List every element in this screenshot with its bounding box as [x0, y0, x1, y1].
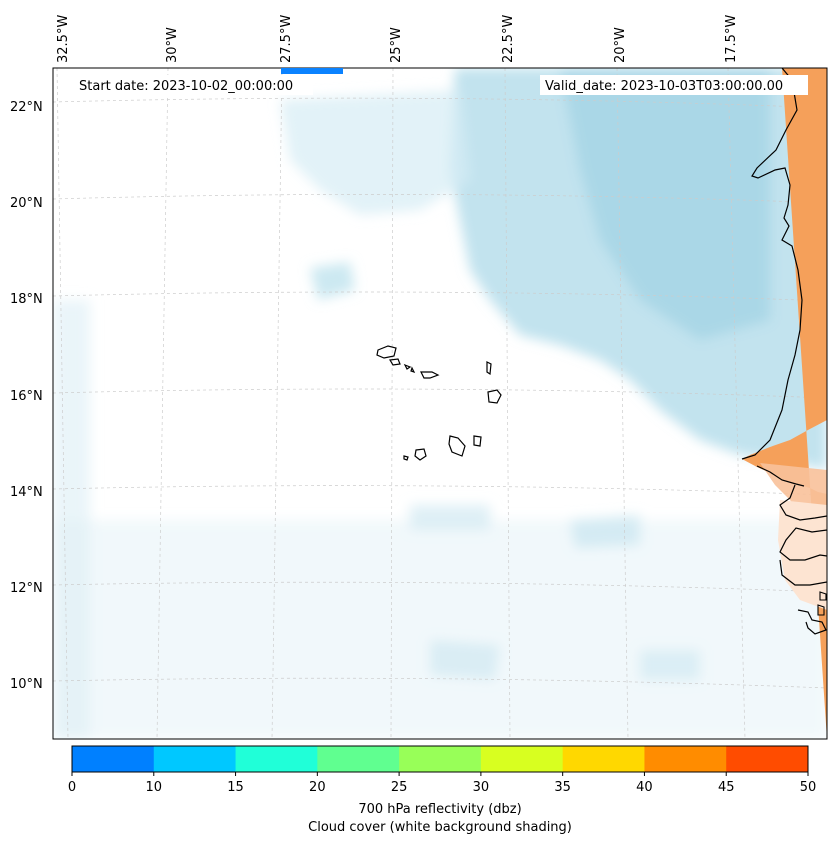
colorbar-swatch: [562, 746, 645, 772]
map-border: [52, 67, 828, 740]
colorbar-tick-label: 15: [227, 780, 244, 795]
colorbar-tick-label: 30: [473, 780, 490, 795]
colorbar-swatch: [317, 746, 400, 772]
colorbar-overflow-patch: [281, 68, 343, 74]
lat-label-22n: 22°N: [10, 100, 43, 115]
colorbar-tick-label: 25: [391, 780, 408, 795]
colorbar-swatch: [644, 746, 727, 772]
colorbar-swatch: [72, 746, 155, 772]
colorbar-swatch: [399, 746, 482, 772]
lon-label-27-5w: 27.5°W: [279, 15, 294, 63]
colorbar-swatch: [235, 746, 318, 772]
cape-verde-islands: [376, 345, 502, 461]
lat-label-10n: 10°N: [10, 677, 43, 692]
lat-label-12n: 12°N: [10, 581, 43, 596]
lon-label-22-5w: 22.5°W: [501, 15, 516, 63]
colorbar: 0 10 15 20 25 30 35 40 45 50 700 hPa reflectivity…: [68, 745, 817, 835]
lon-label-32-5w: 32.5°W: [56, 15, 71, 63]
lon-label-20w: 20°W: [613, 27, 628, 63]
start-date-box: [73, 75, 313, 95]
lat-label-16n: 16°N: [10, 389, 43, 404]
colorbar-label-reflectivity: 700 hPa reflectivity (dbz): [358, 802, 521, 817]
colorbar-tick-label: 45: [718, 780, 735, 795]
latitude-labels: 22°N 20°N 18°N 16°N 14°N 12°N 10°N: [10, 100, 43, 692]
cloud-cover-shading: [53, 68, 827, 739]
lon-label-17-5w: 17.5°W: [724, 15, 739, 63]
lon-label-30w: 30°W: [165, 27, 180, 63]
colorbar-tick-label: 0: [68, 780, 76, 795]
longitude-labels: 32.5°W 30°W 27.5°W 25°W 22.5°W 20°W 17.5…: [56, 15, 739, 63]
valid-date-label: Valid_date: 2023-10-03T03:00:00.00: [545, 79, 783, 94]
colorbar-swatch: [480, 746, 564, 772]
graticule-lines: [53, 68, 827, 739]
colorbar-tick-label: 50: [800, 780, 817, 795]
colorbar-swatch: [153, 746, 237, 772]
lat-label-20n: 20°N: [10, 196, 43, 211]
lon-label-25w: 25°W: [389, 27, 404, 63]
colorbar-tick-label: 20: [309, 780, 326, 795]
start-date-label: Start date: 2023-10-02_00:00:00: [79, 79, 293, 94]
lat-label-18n: 18°N: [10, 292, 43, 307]
land-africa: [741, 68, 827, 739]
colorbar-tick-label: 35: [554, 780, 571, 795]
valid-date-box: [540, 75, 808, 95]
lat-label-14n: 14°N: [10, 485, 43, 500]
colorbar-label-cloud-cover: Cloud cover (white background shading): [308, 820, 572, 835]
colorbar-tick-label: 40: [636, 780, 653, 795]
colorbar-swatch: [726, 746, 809, 772]
colorbar-tick-label: 10: [146, 780, 163, 795]
